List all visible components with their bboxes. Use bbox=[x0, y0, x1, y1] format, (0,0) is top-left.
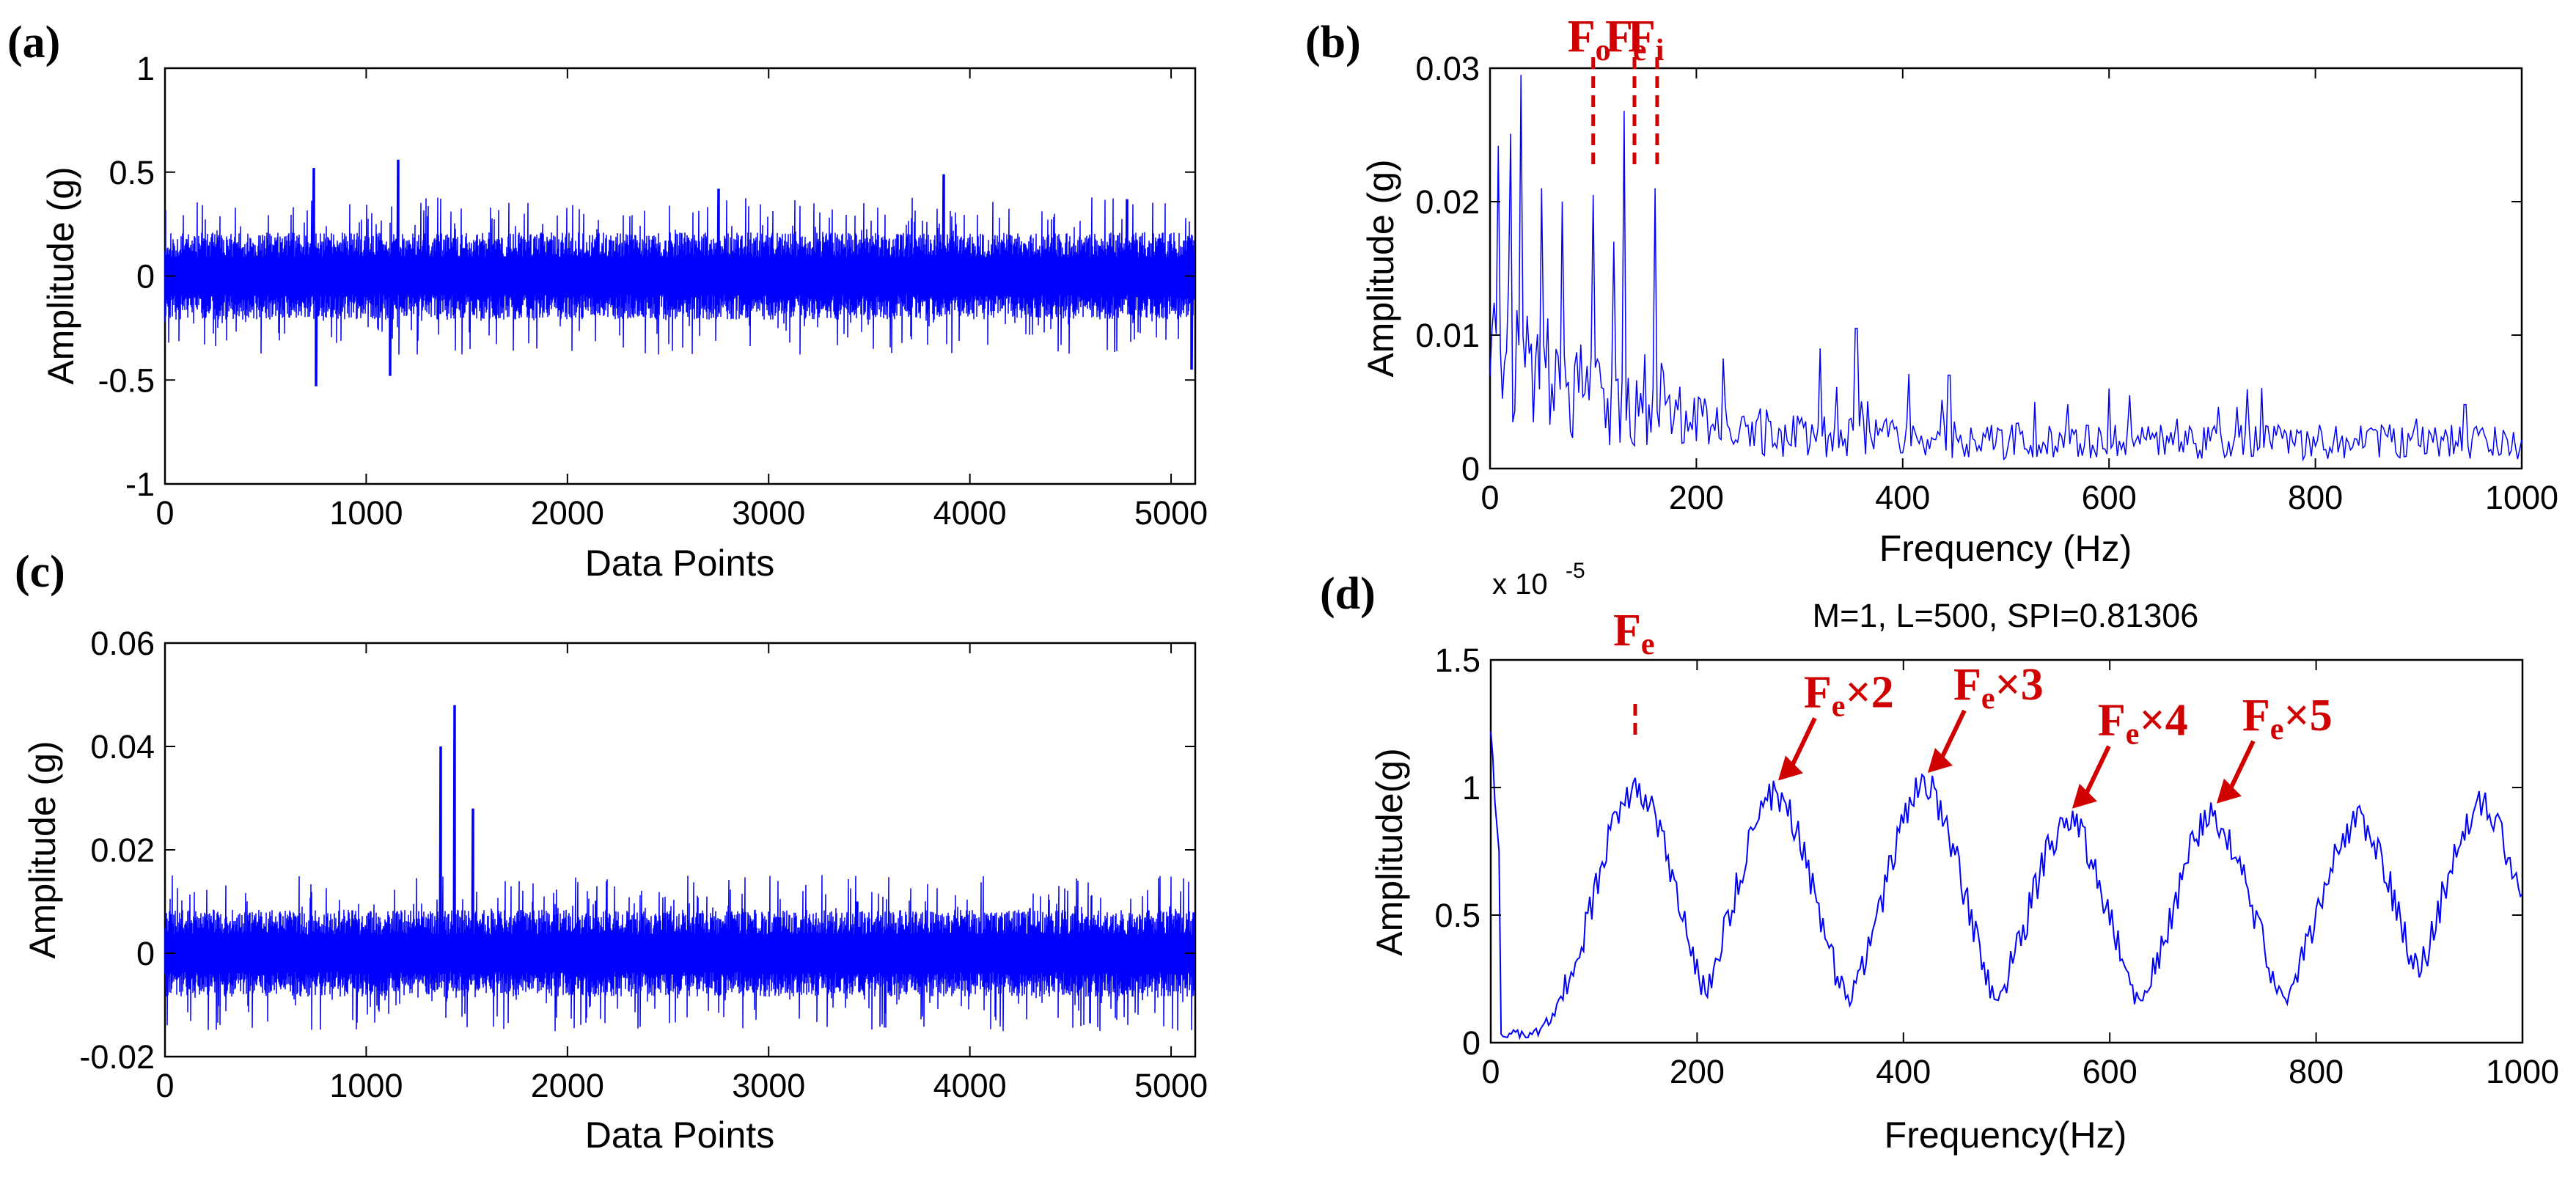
x-tick-label: 600 bbox=[2082, 479, 2137, 516]
x-tick-label: 5000 bbox=[1134, 1067, 1208, 1104]
panel-b-ylabel: Amplitude (g) bbox=[1360, 159, 1401, 377]
annotation-label: Fe bbox=[1605, 12, 1647, 67]
annotation-label: Fe×5 bbox=[2242, 691, 2333, 746]
panel-d-xlabel: Frequency(Hz) bbox=[1885, 1115, 2127, 1156]
panel-c: 0 1000 2000 3000 4000 5000-0.0200.020.040.06 … bbox=[22, 625, 1208, 1156]
y-tick-label: 0 bbox=[1461, 450, 1480, 488]
annotation-arrowhead bbox=[2072, 783, 2097, 809]
x-tick-label: 400 bbox=[1875, 479, 1930, 516]
annotation-arrow bbox=[2083, 745, 2111, 797]
x-tick-label: 0 bbox=[1480, 479, 1499, 516]
annotation-label: Fi bbox=[1628, 12, 1665, 67]
x-tick-label: 2000 bbox=[531, 1067, 604, 1104]
panel-c-ylabel: Amplitude (g) bbox=[22, 741, 63, 958]
panel-c-xlabel: Data Points bbox=[585, 1115, 774, 1156]
panel-label-c: (c) bbox=[15, 547, 65, 597]
y-tick-label: 0.02 bbox=[1415, 183, 1480, 221]
panel-d-scale-exponent: -5 bbox=[1566, 559, 1585, 583]
panel-d-title: M=1, L=500, SPI=0.81306 bbox=[1813, 597, 2199, 634]
x-tick-label: 600 bbox=[2083, 1053, 2138, 1090]
x-tick-label: 200 bbox=[1669, 479, 1724, 516]
y-tick-label: 0.5 bbox=[109, 154, 155, 191]
annotation-label: Fo bbox=[1568, 12, 1611, 67]
x-tick-label: 400 bbox=[1876, 1053, 1931, 1090]
y-tick-label: 0.03 bbox=[1415, 50, 1480, 87]
y-tick-label: 0.06 bbox=[90, 625, 155, 662]
x-tick-label: 0 bbox=[1481, 1053, 1500, 1090]
x-tick-label: 2000 bbox=[531, 494, 604, 532]
panel-c-frame bbox=[164, 642, 1197, 1058]
panel-a-xlabel: Data Points bbox=[585, 543, 774, 584]
panel-label-a: (a) bbox=[7, 18, 60, 67]
panel-a: 0 1000 2000 3000 4000 5000 -1 -0.5 0 0.5 1 Data Po… bbox=[40, 50, 1208, 584]
x-tick-label: 1000 bbox=[2485, 479, 2558, 516]
panel-c-series-line bbox=[164, 705, 1195, 1032]
y-tick-label: 0 bbox=[136, 935, 155, 972]
panel-d-frame bbox=[1489, 658, 2524, 1044]
annotation-arrowhead bbox=[2216, 778, 2242, 804]
y-tick-label: 0 bbox=[136, 258, 155, 296]
y-tick-label: 0 bbox=[1462, 1024, 1480, 1062]
y-tick-label: 1 bbox=[136, 50, 155, 87]
x-tick-label: 5000 bbox=[1134, 494, 1208, 532]
y-tick-label: 0.02 bbox=[90, 832, 155, 869]
x-tick-label: 800 bbox=[2289, 1053, 2344, 1090]
panel-b-xlabel: Frequency (Hz) bbox=[1879, 528, 2132, 569]
y-tick-label: -1 bbox=[125, 466, 155, 503]
x-tick-label: 0 bbox=[155, 494, 174, 532]
x-tick-label: 3000 bbox=[732, 494, 805, 532]
panel-d-series-line bbox=[1490, 731, 2523, 1040]
annotation-arrowhead bbox=[1927, 748, 1953, 773]
panel-d-ylabel: Amplitude(g) bbox=[1369, 748, 1410, 955]
x-tick-label: 800 bbox=[2288, 479, 2343, 516]
y-tick-label: 1 bbox=[1462, 769, 1480, 807]
panel-label-d: (d) bbox=[1320, 569, 1376, 619]
annotation-arrowhead bbox=[1777, 755, 1803, 781]
x-tick-label: 3000 bbox=[732, 1067, 805, 1104]
x-tick-label: 200 bbox=[1670, 1053, 1725, 1090]
x-tick-label: 1000 bbox=[329, 1067, 403, 1104]
annotation-label: Fe bbox=[1613, 606, 1655, 661]
panel-b-frame bbox=[1489, 67, 2523, 470]
x-tick-label: 4000 bbox=[933, 494, 1007, 532]
y-tick-label: 1.5 bbox=[1434, 642, 1480, 679]
annotation-arrow bbox=[1789, 717, 1817, 768]
y-tick-label: 0.01 bbox=[1415, 317, 1480, 354]
y-tick-label: -0.5 bbox=[98, 361, 155, 399]
y-tick-label: -0.02 bbox=[79, 1038, 155, 1076]
annotation-arrow bbox=[2228, 740, 2256, 792]
panel-a-ylabel: Amplitude (g) bbox=[40, 166, 81, 384]
annotation-arrow bbox=[1939, 709, 1967, 761]
panel-d: 0 200 400 600 800 1000 0 0.5 1 1.5 Fe Fe×2 Fe×3 Fe×4… bbox=[1369, 559, 2559, 1156]
y-tick-label: 0.04 bbox=[90, 728, 155, 766]
annotation-label: Fe×4 bbox=[2098, 696, 2188, 752]
x-tick-label: 0 bbox=[155, 1067, 174, 1104]
panel-b-series-line bbox=[1489, 75, 2522, 462]
annotation-label: Fe×3 bbox=[1953, 660, 2044, 716]
panel-label-b: (b) bbox=[1305, 18, 1361, 67]
x-tick-label: 1000 bbox=[2486, 1053, 2559, 1090]
panel-a-series-line bbox=[164, 159, 1195, 386]
annotation-label: Fe×2 bbox=[1804, 667, 1894, 723]
x-tick-label: 1000 bbox=[329, 494, 403, 532]
y-tick-label: 0.5 bbox=[1434, 897, 1480, 934]
panel-d-scale-base: x 10 bbox=[1492, 568, 1548, 601]
x-tick-label: 4000 bbox=[933, 1067, 1007, 1104]
